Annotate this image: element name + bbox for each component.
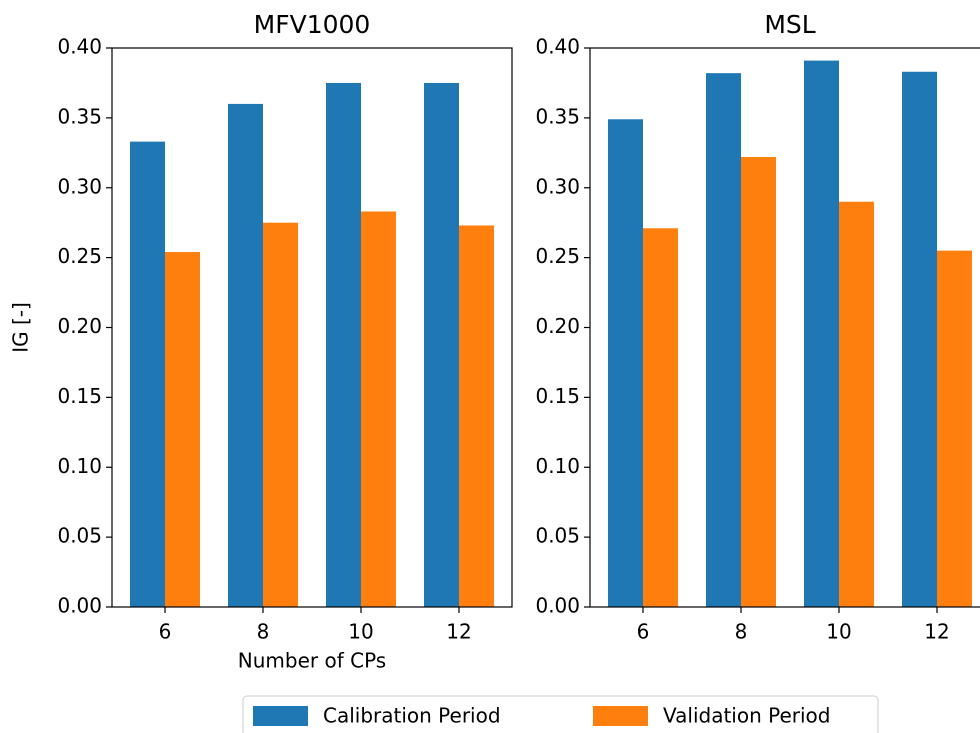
bar — [130, 141, 165, 607]
bar — [643, 228, 678, 607]
bar — [608, 119, 643, 608]
y-tick-label: 0.05 — [535, 524, 580, 548]
bar — [839, 201, 874, 607]
y-tick-label: 0.00 — [57, 594, 102, 618]
x-tick-label: 8 — [735, 620, 748, 644]
y-tick-label: 0.20 — [57, 314, 102, 338]
y-tick-label: 0.10 — [57, 454, 102, 478]
y-tick-label: 0.25 — [535, 244, 580, 268]
y-tick-label: 0.25 — [57, 244, 102, 268]
y-tick-label: 0.15 — [57, 384, 102, 408]
bar — [326, 82, 361, 607]
chart-title: MSL — [764, 10, 815, 39]
legend-label: Validation Period — [663, 704, 830, 728]
x-tick-label: 12 — [924, 620, 949, 644]
y-tick-label: 0.15 — [535, 384, 580, 408]
legend: Calibration Period Validation Period — [242, 695, 879, 733]
legend-swatch — [593, 706, 648, 726]
bar — [902, 71, 937, 607]
y-tick-label: 0.10 — [535, 454, 580, 478]
bar — [361, 211, 396, 607]
y-tick-label: 0.35 — [57, 104, 102, 128]
legend-label: Calibration Period — [323, 704, 501, 728]
bar — [804, 60, 839, 607]
subplot: MSL 0.00 0.05 0.10 0.15 0.20 0.25 0.30 0.35 0.40 6… — [535, 10, 980, 644]
x-tick-label: 12 — [446, 620, 471, 644]
bar — [741, 157, 776, 607]
x-tick-label: 6 — [159, 620, 172, 644]
x-tick-label: 8 — [257, 620, 270, 644]
bar — [459, 225, 494, 608]
y-tick-label: 0.40 — [57, 35, 102, 59]
bar — [228, 103, 263, 608]
y-tick-label: 0.20 — [535, 314, 580, 338]
y-tick-label: 0.35 — [535, 104, 580, 128]
x-tick-label: 6 — [637, 620, 650, 644]
bar — [165, 252, 200, 607]
axes-frame — [589, 47, 980, 608]
legend-box — [242, 695, 879, 733]
legend-swatch — [253, 706, 308, 726]
x-tick-label: 10 — [826, 620, 851, 644]
bar — [263, 222, 298, 607]
y-axis-label: IG [-] — [9, 302, 33, 353]
chart-title: MFV1000 — [254, 10, 371, 39]
y-tick-label: 0.00 — [535, 594, 580, 618]
y-tick-label: 0.05 — [57, 524, 102, 548]
x-tick-label: 10 — [348, 620, 373, 644]
bar — [937, 250, 972, 607]
axes-frame — [111, 47, 513, 608]
bar — [424, 82, 459, 607]
y-tick-label: 0.30 — [535, 174, 580, 198]
x-axis-label: Number of CPs — [238, 649, 386, 673]
subplot: MFV1000 0.00 0.05 0.10 0.15 0.20 0.25 0.30 0.35 0… — [9, 10, 513, 673]
y-tick-label: 0.30 — [57, 174, 102, 198]
y-tick-label: 0.40 — [535, 35, 580, 59]
bar — [706, 73, 741, 607]
